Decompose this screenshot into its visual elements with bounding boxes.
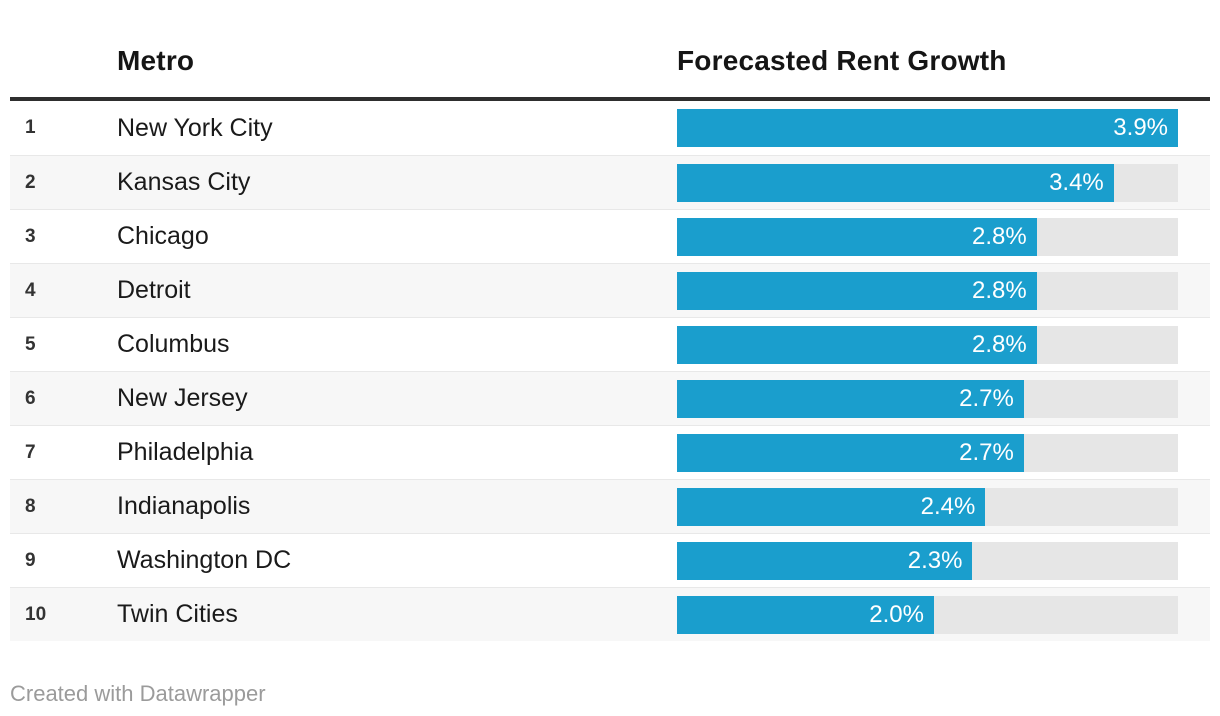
- rank-cell: 7: [25, 441, 36, 463]
- bar-track: 3.9%: [677, 109, 1178, 147]
- bar-track: 2.8%: [677, 325, 1178, 364]
- rank-cell: 10: [25, 603, 47, 625]
- bar-fill: 2.0%: [677, 595, 934, 634]
- table-row: 2 Kansas City 3.4%: [10, 155, 1210, 209]
- metro-column-header: Metro: [117, 45, 195, 76]
- rank-cell: 3: [25, 225, 36, 247]
- table-row: 4 Detroit 2.8%: [10, 263, 1210, 317]
- bar-fill: 2.8%: [677, 271, 1037, 310]
- bar-fill: 3.4%: [677, 163, 1114, 202]
- metro-cell: Detroit: [117, 276, 191, 304]
- metro-cell: New York City: [117, 113, 273, 142]
- metro-cell: Chicago: [117, 222, 209, 250]
- rank-cell: 4: [25, 279, 36, 301]
- bar-value-label: 2.8%: [971, 222, 1027, 250]
- datawrapper-credit-link[interactable]: Created with Datawrapper: [10, 681, 266, 706]
- rank-cell: 6: [25, 387, 36, 409]
- table-body: 1 New York City 3.9% 2 Kansas City 3.4% …: [10, 101, 1210, 641]
- bar-cell: 2.8%: [677, 217, 1178, 256]
- bar-fill: 2.8%: [677, 325, 1037, 364]
- metro-cell: Philadelphia: [117, 438, 254, 466]
- metro-cell: Washington DC: [117, 546, 292, 574]
- bar-cell: 2.3%: [677, 541, 1178, 580]
- bar-track: 2.0%: [677, 595, 1178, 634]
- bar-track: 2.8%: [677, 271, 1178, 310]
- bar-cell: 3.4%: [677, 163, 1178, 202]
- bar-value-label: 3.4%: [1049, 168, 1104, 196]
- bar-track: 3.4%: [677, 163, 1178, 202]
- bar-value-label: 2.4%: [920, 492, 976, 520]
- bar-track: 2.4%: [677, 487, 1178, 526]
- rank-cell: 2: [25, 171, 36, 193]
- footer: Created with Datawrapper: [10, 681, 1210, 707]
- bar-fill: 2.7%: [677, 433, 1024, 472]
- table-row: 7 Philadelphia 2.7%: [10, 425, 1210, 479]
- table-row: 9 Washington DC 2.3%: [10, 533, 1210, 587]
- metro-cell: Indianapolis: [117, 492, 251, 520]
- rank-cell: 5: [25, 333, 36, 355]
- rank-cell: 9: [25, 549, 36, 571]
- bar-track: 2.3%: [677, 541, 1178, 580]
- bar-cell: 3.9%: [677, 109, 1178, 147]
- bar-cell: 2.0%: [677, 595, 1178, 634]
- bar-fill: 2.8%: [677, 217, 1037, 256]
- bar-value-label: 2.8%: [971, 276, 1027, 304]
- metro-cell: Twin Cities: [117, 600, 238, 628]
- bar-value-label: 2.0%: [869, 600, 924, 628]
- metro-cell: Columbus: [117, 330, 230, 358]
- table-row: 1 New York City 3.9%: [10, 101, 1210, 155]
- table-row: 5 Columbus 2.8%: [10, 317, 1210, 371]
- table-row: 6 New Jersey 2.7%: [10, 371, 1210, 425]
- bar-fill: 2.7%: [677, 379, 1024, 418]
- bar-fill: 2.3%: [677, 541, 973, 580]
- bar-fill: 3.9%: [677, 109, 1178, 147]
- bar-track: 2.8%: [677, 217, 1178, 256]
- bar-value-label: 2.8%: [971, 330, 1027, 358]
- table-header-row: Metro Forecasted Rent Growth: [10, 0, 1210, 101]
- table-row: 8 Indianapolis 2.4%: [10, 479, 1210, 533]
- value-column-header: Forecasted Rent Growth: [677, 45, 1007, 76]
- rank-cell: 8: [25, 495, 36, 517]
- bar-track: 2.7%: [677, 379, 1178, 418]
- rent-growth-table: Metro Forecasted Rent Growth 1 New York …: [10, 0, 1210, 641]
- bar-value-label: 3.9%: [1113, 114, 1168, 141]
- bar-track: 2.7%: [677, 433, 1178, 472]
- table-row: 10 Twin Cities 2.0%: [10, 587, 1210, 641]
- bar-value-label: 2.7%: [959, 384, 1014, 412]
- bar-cell: 2.8%: [677, 325, 1178, 364]
- metro-cell: New Jersey: [117, 384, 248, 412]
- bar-value-label: 2.3%: [907, 546, 963, 574]
- bar-cell: 2.4%: [677, 487, 1178, 526]
- metro-cell: Kansas City: [117, 168, 251, 196]
- bar-cell: 2.7%: [677, 433, 1178, 472]
- bar-fill: 2.4%: [677, 487, 986, 526]
- bar-cell: 2.8%: [677, 271, 1178, 310]
- rank-cell: 1: [25, 117, 36, 138]
- table-row: 3 Chicago 2.8%: [10, 209, 1210, 263]
- bar-cell: 2.7%: [677, 379, 1178, 418]
- bar-value-label: 2.7%: [959, 438, 1014, 466]
